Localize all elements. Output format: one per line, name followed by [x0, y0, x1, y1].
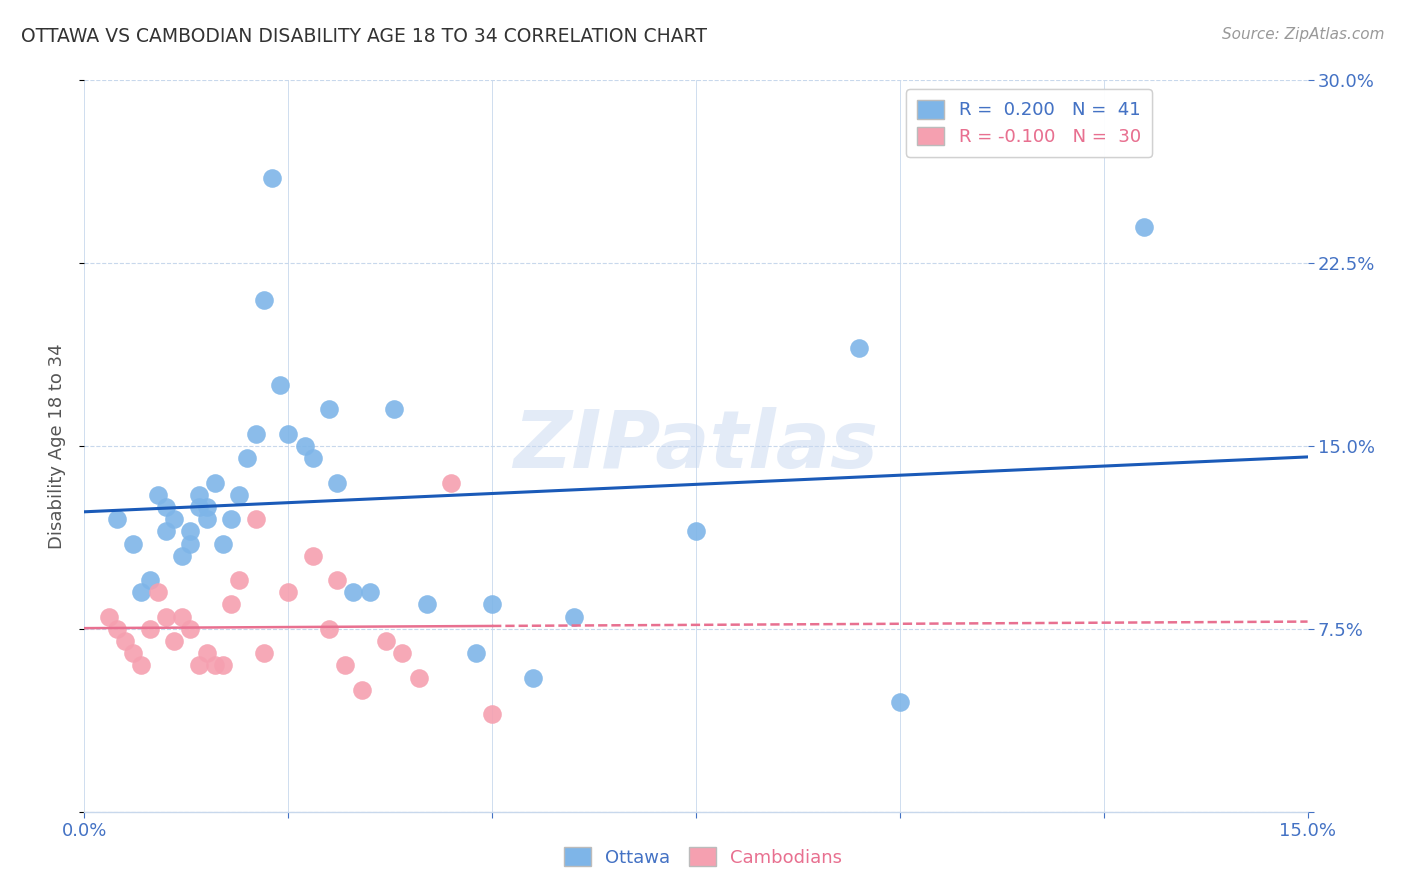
Y-axis label: Disability Age 18 to 34: Disability Age 18 to 34 — [48, 343, 66, 549]
Point — [163, 512, 186, 526]
Point — [685, 524, 707, 539]
Point — [228, 488, 250, 502]
Point — [481, 598, 503, 612]
Point — [245, 512, 267, 526]
Point — [277, 426, 299, 441]
Point — [138, 573, 160, 587]
Point — [204, 658, 226, 673]
Point — [187, 500, 209, 514]
Point — [195, 512, 218, 526]
Point — [253, 646, 276, 660]
Point — [179, 622, 201, 636]
Point — [195, 500, 218, 514]
Point — [204, 475, 226, 490]
Point — [269, 378, 291, 392]
Point — [172, 609, 194, 624]
Point — [481, 707, 503, 722]
Point — [522, 671, 544, 685]
Point — [375, 634, 398, 648]
Point — [228, 573, 250, 587]
Point — [440, 475, 463, 490]
Legend: Ottawa, Cambodians: Ottawa, Cambodians — [557, 840, 849, 874]
Point — [245, 426, 267, 441]
Point — [179, 524, 201, 539]
Point — [326, 573, 349, 587]
Point — [464, 646, 486, 660]
Point — [195, 646, 218, 660]
Point — [318, 622, 340, 636]
Point — [236, 451, 259, 466]
Text: OTTAWA VS CAMBODIAN DISABILITY AGE 18 TO 34 CORRELATION CHART: OTTAWA VS CAMBODIAN DISABILITY AGE 18 TO… — [21, 27, 707, 45]
Point — [335, 658, 357, 673]
Point — [408, 671, 430, 685]
Point — [301, 549, 323, 563]
Legend: R =  0.200   N =  41, R = -0.100   N =  30: R = 0.200 N = 41, R = -0.100 N = 30 — [907, 89, 1152, 157]
Point — [219, 512, 242, 526]
Point — [342, 585, 364, 599]
Point — [277, 585, 299, 599]
Point — [260, 170, 283, 185]
Point — [122, 646, 145, 660]
Point — [131, 658, 153, 673]
Point — [391, 646, 413, 660]
Point — [97, 609, 120, 624]
Point — [382, 402, 405, 417]
Point — [138, 622, 160, 636]
Point — [294, 439, 316, 453]
Point — [187, 488, 209, 502]
Point — [122, 536, 145, 550]
Point — [219, 598, 242, 612]
Point — [146, 488, 169, 502]
Point — [155, 609, 177, 624]
Point — [212, 658, 235, 673]
Point — [1133, 219, 1156, 234]
Point — [105, 622, 128, 636]
Point — [318, 402, 340, 417]
Point — [146, 585, 169, 599]
Text: Source: ZipAtlas.com: Source: ZipAtlas.com — [1222, 27, 1385, 42]
Point — [416, 598, 439, 612]
Point — [131, 585, 153, 599]
Point — [253, 293, 276, 307]
Point — [187, 658, 209, 673]
Point — [105, 512, 128, 526]
Point — [562, 609, 585, 624]
Point — [114, 634, 136, 648]
Point — [179, 536, 201, 550]
Point — [889, 695, 911, 709]
Point — [155, 500, 177, 514]
Point — [155, 524, 177, 539]
Point — [172, 549, 194, 563]
Point — [212, 536, 235, 550]
Point — [848, 342, 870, 356]
Point — [301, 451, 323, 466]
Point — [326, 475, 349, 490]
Point — [359, 585, 381, 599]
Point — [163, 634, 186, 648]
Text: ZIPatlas: ZIPatlas — [513, 407, 879, 485]
Point — [350, 682, 373, 697]
